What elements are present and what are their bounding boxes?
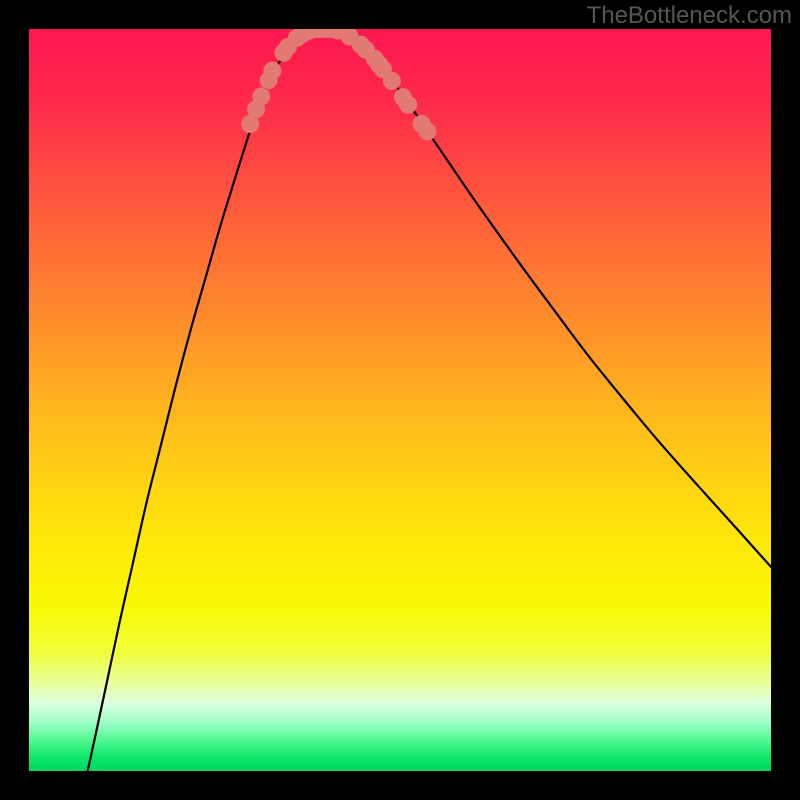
chart-container: TheBottleneck.com — [0, 0, 800, 800]
data-marker — [383, 72, 401, 90]
data-marker — [418, 122, 436, 140]
data-marker — [399, 96, 417, 114]
gradient-background — [29, 29, 771, 771]
data-marker — [263, 62, 281, 80]
data-marker — [252, 88, 270, 106]
chart-svg — [29, 29, 771, 771]
watermark-text: TheBottleneck.com — [587, 2, 792, 30]
plot-area — [29, 29, 771, 771]
